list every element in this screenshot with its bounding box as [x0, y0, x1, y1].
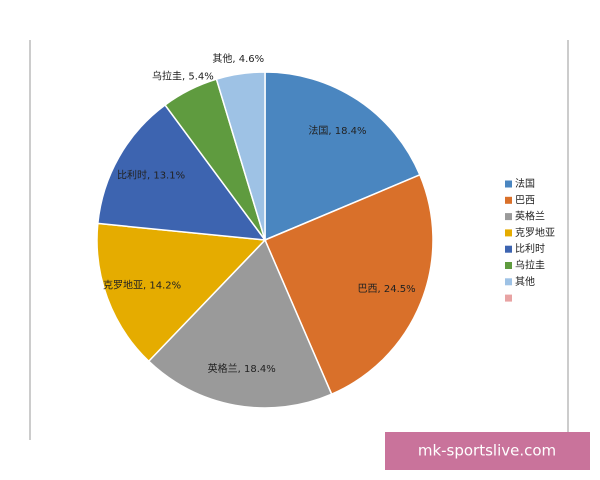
data-label: 乌拉圭, 5.4%	[152, 69, 214, 82]
legend-label: 克罗地亚	[515, 226, 555, 239]
legend-label: 巴西	[515, 194, 535, 206]
legend-label: 比利时	[515, 243, 545, 255]
data-label: 其他, 4.6%	[212, 52, 264, 65]
data-label: 比利时, 13.1%	[117, 169, 185, 181]
watermark-box	[385, 432, 590, 470]
pie-slice	[215, 71, 266, 241]
legend-marker	[505, 294, 512, 302]
pie: 法国, 18.4% 巴西, 24.5% 英格兰, 18.4% 克罗地亚, 14.2% 比…	[96, 52, 434, 409]
legend-marker	[505, 180, 512, 188]
legend-marker	[505, 213, 512, 221]
pie-slice	[96, 103, 267, 241]
pie-slice	[264, 71, 421, 242]
data-label: 巴西, 24.5%	[358, 283, 416, 295]
legend-label: 乌拉圭	[515, 259, 545, 272]
legend-marker	[505, 262, 512, 269]
data-label: 克罗地亚, 14.2%	[103, 278, 181, 291]
legend-label: 英格兰	[515, 210, 545, 223]
watermark: mk-sportslive.com	[418, 442, 556, 460]
pie-slice	[147, 238, 333, 409]
pie-slice	[264, 173, 434, 396]
data-label: 法国, 18.4%	[308, 124, 366, 137]
legend-label: 法国	[515, 177, 535, 190]
legend-marker	[505, 245, 512, 253]
data-label: 英格兰, 18.4%	[208, 362, 276, 375]
pie-slice	[96, 222, 267, 363]
legend-marker	[505, 278, 512, 286]
legend-marker	[505, 196, 512, 204]
legend-marker	[505, 229, 512, 237]
legend-label: 其他	[515, 275, 535, 288]
